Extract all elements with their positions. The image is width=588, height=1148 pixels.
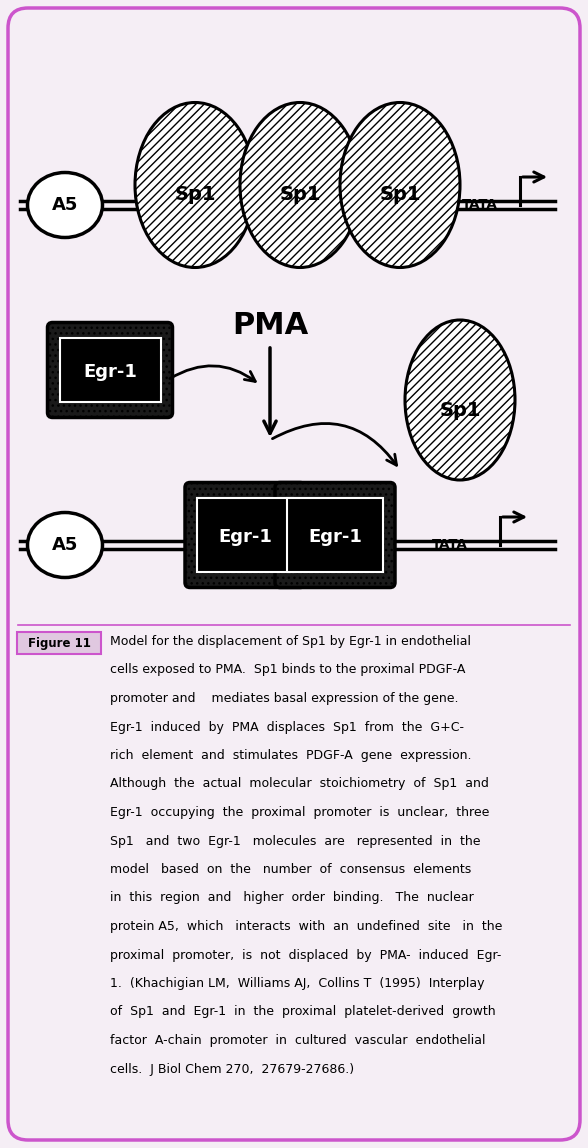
Ellipse shape <box>340 102 460 267</box>
Text: factor  A-chain  promoter  in  cultured  vascular  endothelial: factor A-chain promoter in cultured vasc… <box>110 1034 486 1047</box>
Text: 1.  (Khachigian LM,  Williams AJ,  Collins T  (1995)  Interplay: 1. (Khachigian LM, Williams AJ, Collins … <box>110 977 485 990</box>
FancyBboxPatch shape <box>275 482 395 588</box>
Text: Sp1   and  two  Egr-1   molecules  are   represented  in  the: Sp1 and two Egr-1 molecules are represen… <box>110 835 480 847</box>
FancyBboxPatch shape <box>8 8 580 1140</box>
Text: in  this  region  and   higher  order  binding.   The  nuclear: in this region and higher order binding.… <box>110 892 474 905</box>
Text: A5: A5 <box>52 536 78 554</box>
Text: Sp1: Sp1 <box>439 401 481 419</box>
Text: Model for the displacement of Sp1 by Egr-1 in endothelial: Model for the displacement of Sp1 by Egr… <box>110 635 471 647</box>
FancyBboxPatch shape <box>17 633 101 654</box>
Text: Although  the  actual  molecular  stoichiometry  of  Sp1  and: Although the actual molecular stoichiome… <box>110 777 489 791</box>
Text: PMA: PMA <box>232 310 308 340</box>
Text: of  Sp1  and  Egr-1  in  the  proximal  platelet-derived  growth: of Sp1 and Egr-1 in the proximal platele… <box>110 1006 496 1018</box>
Text: Figure 11: Figure 11 <box>28 636 91 650</box>
Text: cells.  J Biol Chem 270,  27679-27686.): cells. J Biol Chem 270, 27679-27686.) <box>110 1063 354 1076</box>
Text: Egr-1  occupying  the  proximal  promoter  is  unclear,  three: Egr-1 occupying the proximal promoter is… <box>110 806 489 819</box>
Text: Sp1: Sp1 <box>174 186 216 204</box>
Ellipse shape <box>28 512 102 577</box>
Text: Egr-1: Egr-1 <box>83 363 137 381</box>
Text: Egr-1: Egr-1 <box>308 528 362 546</box>
Text: Egr-1  induced  by  PMA  displaces  Sp1  from  the  G+C-: Egr-1 induced by PMA displaces Sp1 from … <box>110 721 464 734</box>
Ellipse shape <box>405 320 515 480</box>
Ellipse shape <box>28 172 102 238</box>
Text: proximal  promoter,  is  not  displaced  by  PMA-  induced  Egr-: proximal promoter, is not displaced by P… <box>110 948 502 962</box>
FancyBboxPatch shape <box>197 498 293 572</box>
FancyBboxPatch shape <box>59 338 161 402</box>
Text: model   based  on  the   number  of  consensus  elements: model based on the number of consensus e… <box>110 863 471 876</box>
FancyBboxPatch shape <box>287 498 383 572</box>
Text: protein A5,  which   interacts  with  an  undefined  site   in  the: protein A5, which interacts with an unde… <box>110 920 502 933</box>
Text: Sp1: Sp1 <box>379 186 421 204</box>
Text: TATA: TATA <box>432 538 468 551</box>
Text: TATA: TATA <box>462 199 498 211</box>
Text: rich  element  and  stimulates  PDGF-A  gene  expression.: rich element and stimulates PDGF-A gene … <box>110 748 472 762</box>
Text: A5: A5 <box>52 196 78 214</box>
Ellipse shape <box>135 102 255 267</box>
FancyBboxPatch shape <box>48 323 172 418</box>
Text: cells exposed to PMA.  Sp1 binds to the proximal PDGF-A: cells exposed to PMA. Sp1 binds to the p… <box>110 664 465 676</box>
Text: Egr-1: Egr-1 <box>218 528 272 546</box>
FancyBboxPatch shape <box>185 482 305 588</box>
Ellipse shape <box>240 102 360 267</box>
Text: promoter and    mediates basal expression of the gene.: promoter and mediates basal expression o… <box>110 692 459 705</box>
Text: Sp1: Sp1 <box>279 186 320 204</box>
